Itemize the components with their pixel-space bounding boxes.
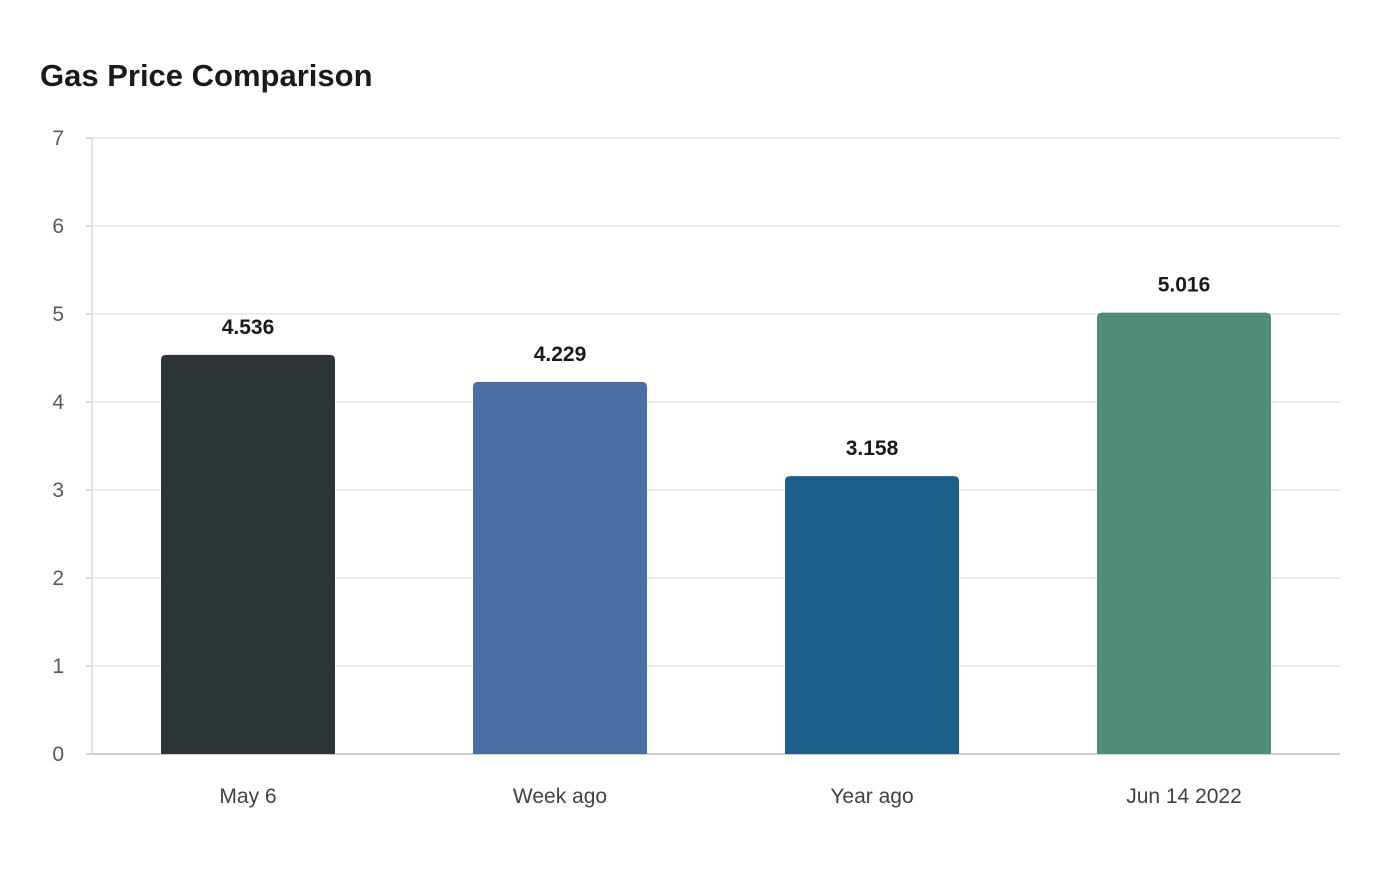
y-tick-label: 2 bbox=[52, 567, 64, 590]
bar[interactable] bbox=[473, 381, 647, 754]
value-labels: 4.536 4.229 3.158 5.016 bbox=[222, 274, 1211, 461]
y-tick-label: 0 bbox=[52, 743, 64, 766]
x-tick-label: Year ago bbox=[830, 785, 913, 808]
y-tick-label: 7 bbox=[52, 127, 64, 150]
data-label: 3.158 bbox=[846, 437, 899, 460]
bar[interactable] bbox=[161, 354, 335, 754]
x-tick-label: May 6 bbox=[219, 785, 276, 808]
category-labels: May 6 Week ago Year ago Jun 14 2022 bbox=[219, 785, 1241, 808]
y-tick-label: 1 bbox=[52, 655, 64, 678]
y-tick-label: 3 bbox=[52, 479, 64, 502]
data-label: 4.536 bbox=[222, 316, 275, 339]
y-tick-label: 6 bbox=[52, 215, 64, 238]
data-label: 5.016 bbox=[1158, 274, 1211, 297]
bar[interactable] bbox=[785, 476, 959, 754]
y-tick-label: 5 bbox=[52, 303, 64, 326]
y-tick-label: 4 bbox=[52, 391, 64, 414]
x-tick-label: Week ago bbox=[513, 785, 607, 808]
bars bbox=[161, 312, 1271, 754]
y-tick-labels: 0 1 2 3 4 5 6 7 bbox=[52, 127, 64, 766]
chart-title: Gas Price Comparison bbox=[40, 58, 373, 93]
x-tick-label: Jun 14 2022 bbox=[1126, 785, 1242, 808]
data-label: 4.229 bbox=[534, 343, 587, 366]
bar[interactable] bbox=[1097, 312, 1271, 754]
